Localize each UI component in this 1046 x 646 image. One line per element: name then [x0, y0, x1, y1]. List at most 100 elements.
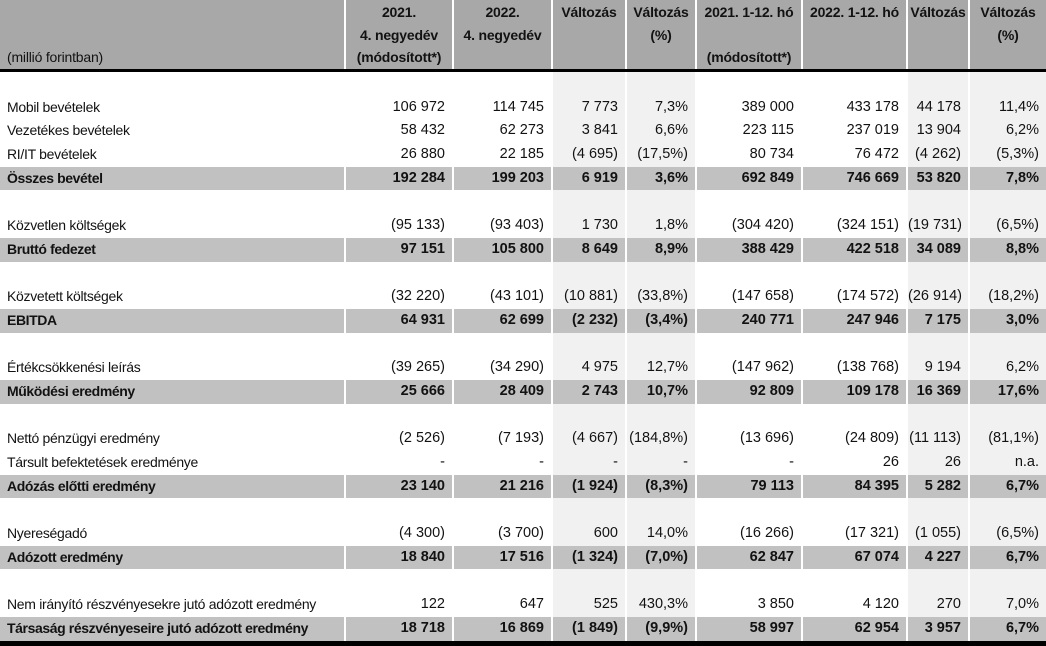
- cell-value: (4 667): [551, 427, 625, 451]
- data-row: Nem irányító részvényesekre jutó adózott…: [0, 593, 1046, 617]
- row-label: [0, 333, 344, 357]
- column-header-line: (módosított*): [356, 49, 442, 65]
- cell-value: [625, 403, 695, 428]
- spacer-row: [0, 498, 1046, 523]
- column-header-change-q4-pct: Változás (%): [625, 0, 695, 69]
- column-header-fy-2021: 2021. 1-12. hó (módosított*): [695, 0, 801, 69]
- column-header-line: 2022.: [485, 4, 520, 20]
- cell-value: [551, 498, 625, 523]
- row-label: Társaság részvényeseire jutó adózott ere…: [0, 616, 344, 641]
- cell-value: 247 946: [801, 308, 906, 333]
- cell-value: [906, 332, 968, 357]
- cell-value: 270: [906, 593, 968, 617]
- cell-value: (7,0%): [625, 545, 695, 570]
- cell-value: (26 914): [906, 285, 968, 309]
- cell-value: 62 847: [695, 545, 801, 570]
- cell-value: (2 232): [551, 308, 625, 333]
- column-header-line: 4. negyedév: [360, 26, 438, 43]
- total-row: Adózott eredmény 18 840 17 516 (1 324) (7,0%…: [0, 545, 1046, 570]
- cell-value: 114 745: [452, 95, 551, 120]
- cell-value: 7,3%: [625, 95, 695, 120]
- row-label: Működési eredmény: [0, 379, 344, 404]
- cell-value: [695, 498, 801, 523]
- cell-value: 4 227: [906, 545, 968, 570]
- cell-value: (34 290): [452, 356, 551, 380]
- column-header-change-fy-pct: Változás (%): [968, 0, 1046, 69]
- cell-value: [344, 261, 452, 286]
- column-header-line: (módosított*): [706, 49, 792, 65]
- cell-value: (39 265): [344, 356, 452, 380]
- cell-value: 692 849: [695, 166, 801, 191]
- cell-value: 11,4%: [968, 95, 1046, 120]
- row-label: Közvetett költségek: [7, 288, 123, 305]
- cell-value: (9,9%): [625, 616, 695, 641]
- data-row: Nyereségadó (4 300) (3 700) 600 14,0% (16 266…: [0, 522, 1046, 546]
- cell-value: 10,7%: [625, 379, 695, 404]
- cell-value: (95 133): [344, 214, 452, 238]
- cell-value: [344, 72, 452, 96]
- column-header-line: Változás: [633, 4, 689, 20]
- cell-value: (3,4%): [625, 308, 695, 333]
- cell-value: 5 282: [906, 474, 968, 499]
- cell-value: [906, 498, 968, 523]
- cell-value: 58 432: [344, 119, 452, 144]
- cell-value: 388 429: [695, 237, 801, 262]
- cell-value: 6,7%: [968, 616, 1046, 641]
- cell-value: [344, 498, 452, 523]
- row-label: Adózott eredmény: [0, 545, 344, 570]
- cell-value: 430,3%: [625, 593, 695, 617]
- cell-value: (1 055): [906, 522, 968, 546]
- cell-value: 8 649: [551, 237, 625, 262]
- cell-value: 433 178: [801, 95, 906, 120]
- cell-value: 199 203: [452, 166, 551, 191]
- column-header-line: [970, 46, 1046, 69]
- column-header-label: (millió forintban): [0, 0, 344, 69]
- cell-value: [695, 72, 801, 96]
- cell-value: (184,8%): [625, 427, 695, 451]
- cell-value: (13 696): [695, 427, 801, 451]
- column-header-line: [627, 46, 695, 69]
- cell-value: 58 997: [695, 616, 801, 641]
- cell-value: (10 881): [551, 285, 625, 309]
- cell-value: 18 718: [344, 616, 452, 641]
- row-label: [0, 190, 344, 214]
- cell-value: (138 768): [801, 356, 906, 380]
- cell-value: 600: [551, 522, 625, 546]
- cell-value: 4 975: [551, 356, 625, 380]
- cell-value: 7,0%: [968, 593, 1046, 617]
- cell-value: [452, 72, 551, 96]
- cell-value: [801, 498, 906, 523]
- row-label: Társult befektetések eredménye: [7, 454, 198, 470]
- cell-value: 6,6%: [625, 119, 695, 144]
- column-header-line: [553, 46, 625, 69]
- cell-value: [968, 332, 1046, 357]
- cell-value: [625, 498, 695, 523]
- cell-value: [801, 261, 906, 286]
- cell-value: (32 220): [344, 285, 452, 309]
- cell-value: 8,9%: [625, 237, 695, 262]
- cell-value: [906, 190, 968, 215]
- data-row: Nettó pénzügyi eredmény (2 526) (7 193) (4 …: [0, 427, 1046, 451]
- column-header-q4-2022: 2022. 4. negyedév: [452, 0, 551, 69]
- cell-value: (1 924): [551, 474, 625, 499]
- cell-value: 18 840: [344, 545, 452, 570]
- cell-value: 6,2%: [968, 356, 1046, 380]
- cell-value: 389 000: [695, 95, 801, 120]
- cell-value: 13 904: [906, 119, 968, 144]
- column-header-line: Változás: [980, 4, 1036, 20]
- spacer-row: [0, 403, 1046, 428]
- cell-value: [625, 190, 695, 215]
- column-header-line: Változás: [561, 4, 617, 20]
- cell-value: 3,0%: [968, 308, 1046, 333]
- cell-value: 106 972: [344, 95, 452, 120]
- row-label: [0, 262, 344, 286]
- column-header-line: (millió forintban): [7, 49, 103, 65]
- row-label: Adózás előtti eredmény: [0, 474, 344, 499]
- cell-value: [452, 190, 551, 215]
- cell-value: 422 518: [801, 237, 906, 262]
- cell-value: (16 266): [695, 522, 801, 546]
- cell-value: 6,7%: [968, 545, 1046, 570]
- cell-value: [625, 72, 695, 96]
- table-bottom-rule: [0, 640, 1046, 646]
- cell-value: [344, 190, 452, 215]
